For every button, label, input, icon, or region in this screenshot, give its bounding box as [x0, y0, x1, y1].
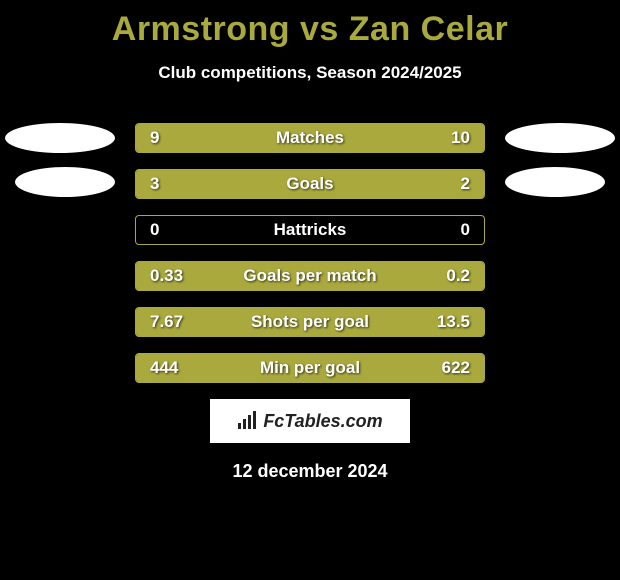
chart-bars-icon [237, 411, 259, 431]
bar-row: 7.67 13.5 Shots per goal [135, 307, 485, 337]
bar-value-left: 9 [150, 128, 159, 148]
bar-value-right: 0.2 [446, 266, 470, 286]
avatar-placeholder-left-2 [15, 167, 115, 197]
bar-row: 0.33 0.2 Goals per match [135, 261, 485, 291]
bar-label: Goals per match [243, 266, 376, 286]
bar-value-right: 0 [461, 220, 470, 240]
date-label: 12 december 2024 [0, 461, 620, 482]
logo-badge: FcTables.com [210, 399, 410, 443]
subtitle: Club competitions, Season 2024/2025 [0, 63, 620, 83]
bar-value-left: 444 [150, 358, 178, 378]
bar-value-left: 0.33 [150, 266, 183, 286]
bar-row: 0 0 Hattricks [135, 215, 485, 245]
logo-text: FcTables.com [263, 411, 382, 432]
bar-value-left: 7.67 [150, 312, 183, 332]
bar-value-right: 2 [461, 174, 470, 194]
bar-value-right: 10 [451, 128, 470, 148]
bars-container: 9 10 Matches 3 2 Goals 0 0 Hattricks 0.33 0.2 Goals… [135, 123, 485, 383]
comparison-chart: 9 10 Matches 3 2 Goals 0 0 Hattricks 0.33 0.2 Goals… [0, 123, 620, 383]
bar-label: Goals [286, 174, 333, 194]
bar-label: Min per goal [260, 358, 360, 378]
bar-value-left: 3 [150, 174, 159, 194]
bar-value-right: 622 [442, 358, 470, 378]
bar-row: 444 622 Min per goal [135, 353, 485, 383]
avatar-placeholder-right-1 [505, 123, 615, 153]
bar-label: Shots per goal [251, 312, 369, 332]
avatar-placeholder-right-2 [505, 167, 605, 197]
bar-label: Matches [276, 128, 344, 148]
bar-row: 3 2 Goals [135, 169, 485, 199]
bar-value-right: 13.5 [437, 312, 470, 332]
bar-label: Hattricks [274, 220, 347, 240]
bar-row: 9 10 Matches [135, 123, 485, 153]
avatar-placeholder-left-1 [5, 123, 115, 153]
bar-value-left: 0 [150, 220, 159, 240]
page-title: Armstrong vs Zan Celar [0, 0, 620, 49]
